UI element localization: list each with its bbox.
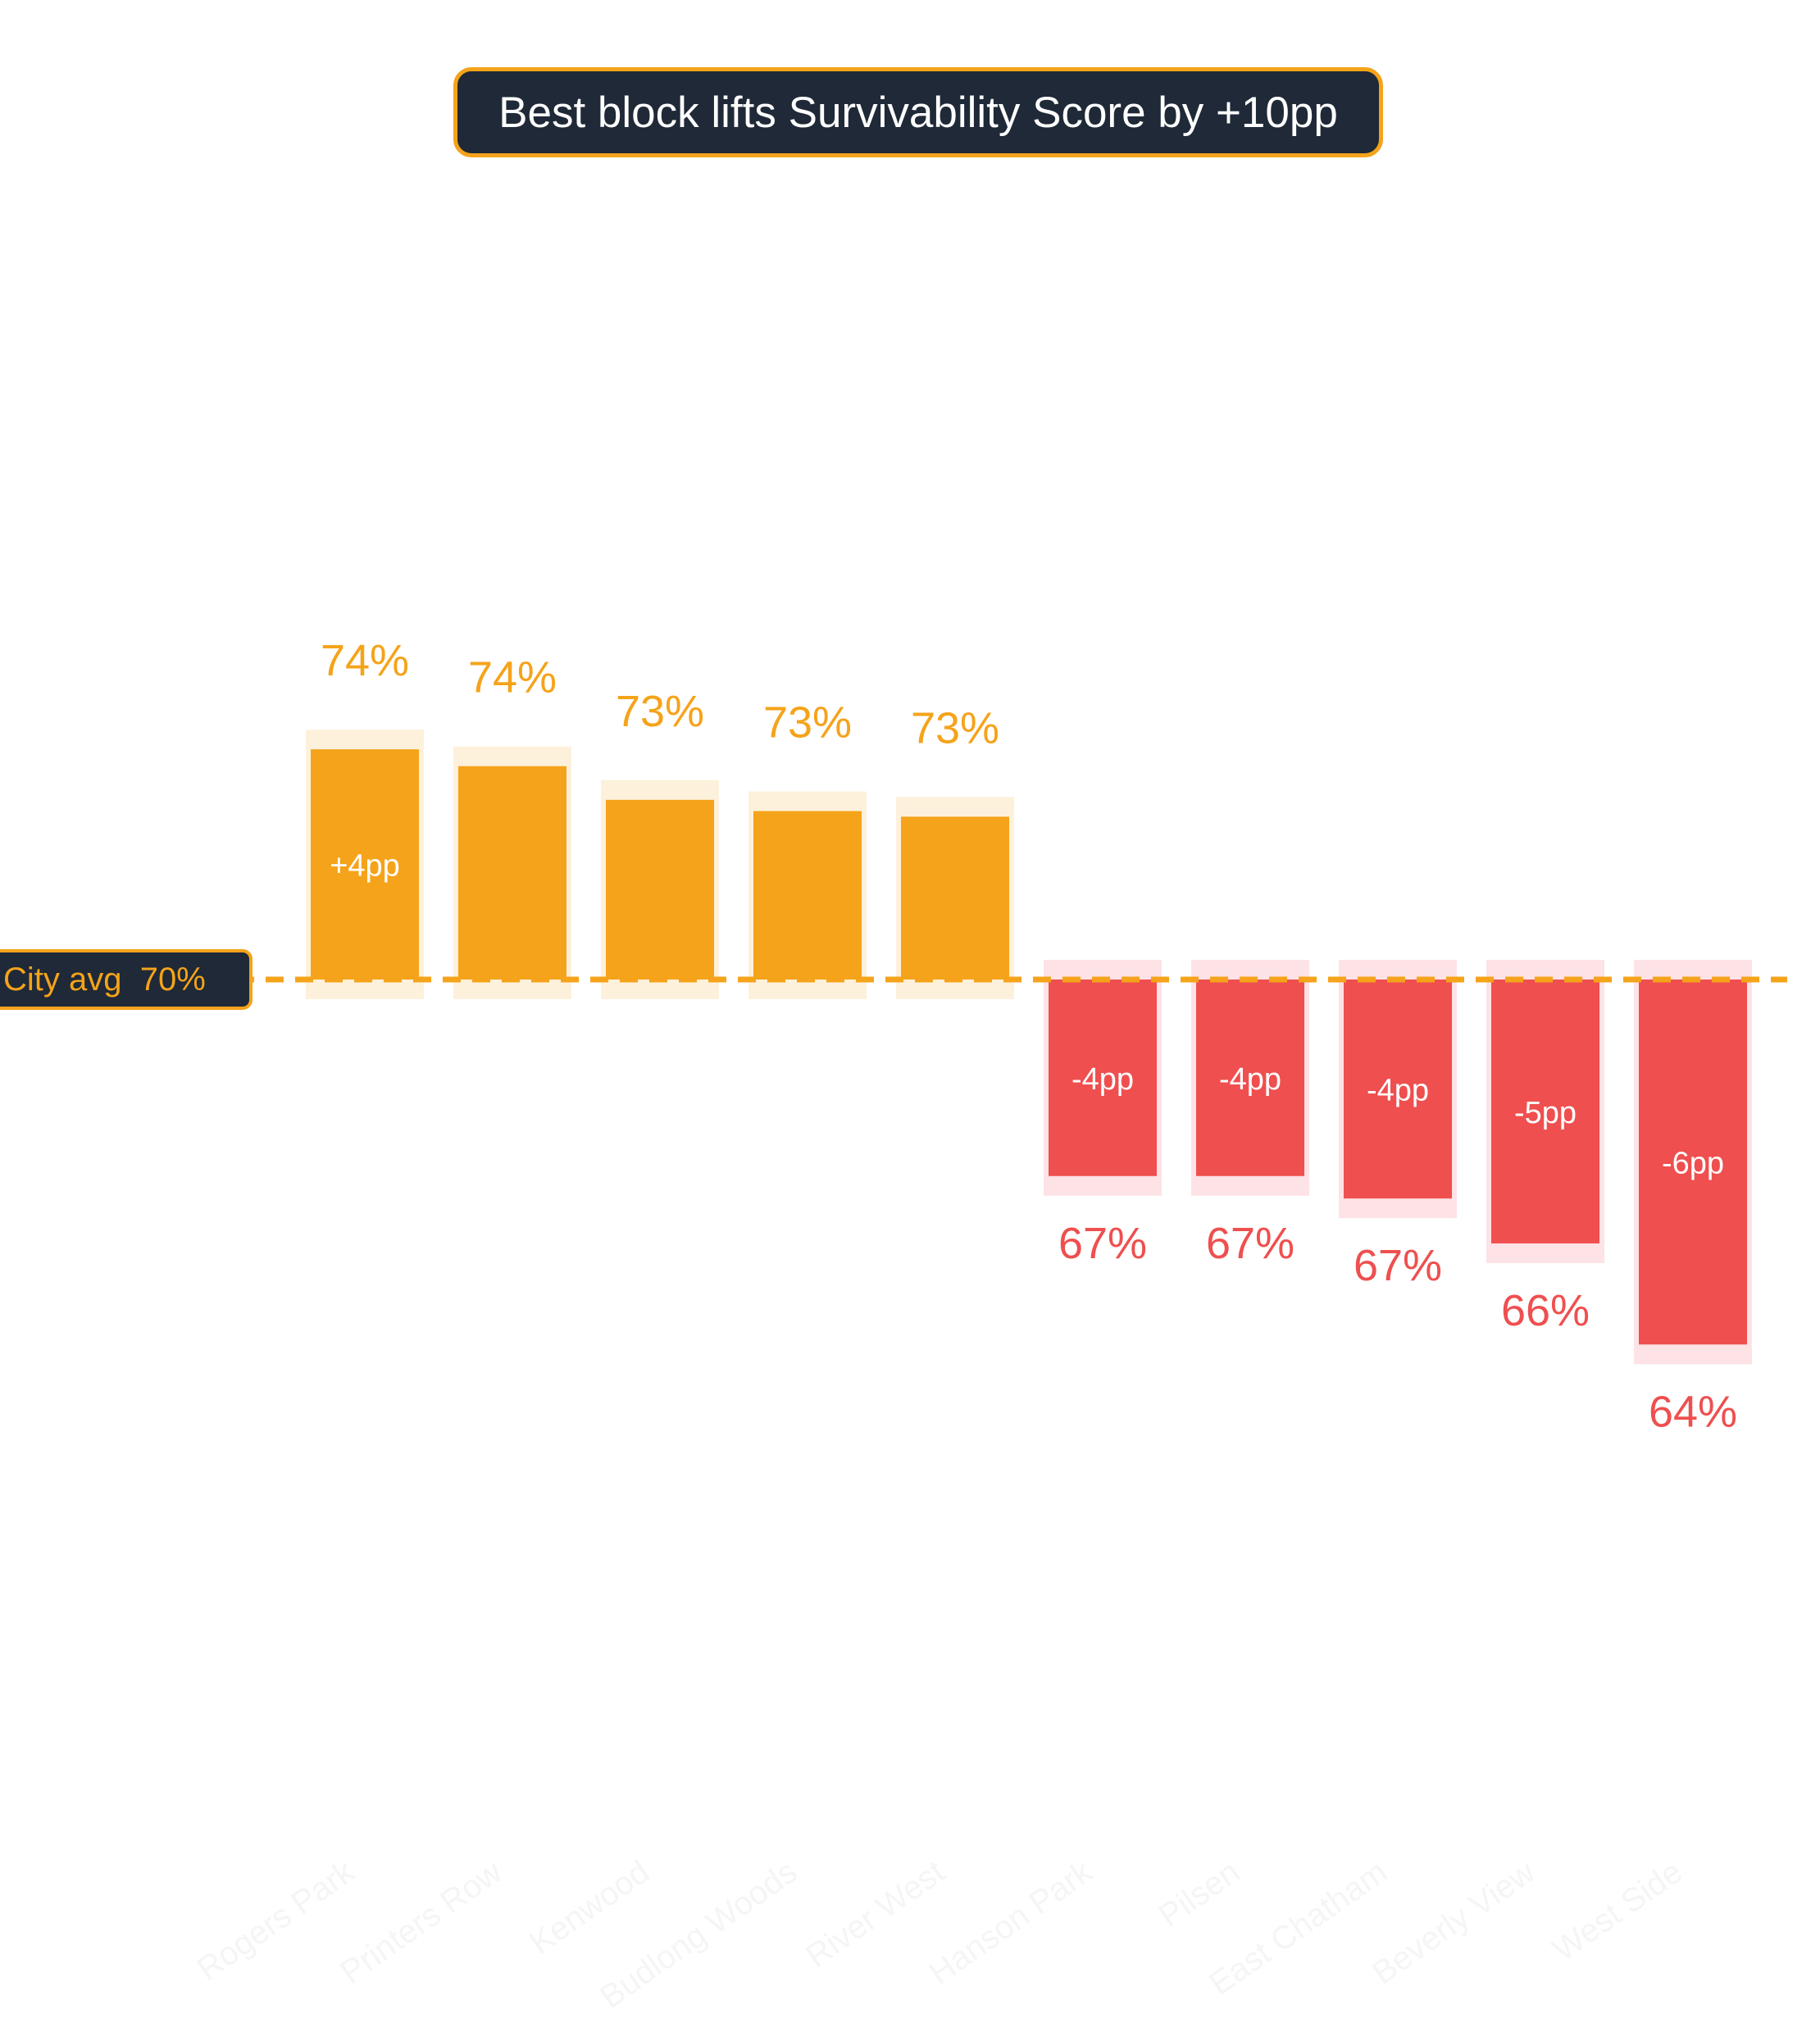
bar — [1344, 980, 1452, 1199]
value-label: 74% — [468, 653, 557, 702]
category-label: Pilsen — [1153, 1853, 1246, 1934]
category-label: Rogers Park — [191, 1853, 362, 1988]
value-label: 73% — [763, 698, 852, 748]
category-label: Hanson Park — [923, 1853, 1099, 1992]
category-label: Printers Row — [334, 1853, 508, 1990]
value-labels: 74% +4pp 74% 73% 73% 73% 67% -4pp 67% -4pp 67% -4pp… — [321, 636, 1737, 1436]
bar — [1491, 980, 1599, 1243]
value-label: 64% — [1649, 1387, 1737, 1436]
value-label: 73% — [616, 687, 704, 736]
category-label: River West — [799, 1853, 951, 1975]
bar — [458, 766, 566, 980]
value-label: 73% — [911, 703, 999, 752]
value-label: 67% — [1206, 1219, 1294, 1268]
delta-label: -4pp — [1367, 1074, 1429, 1108]
delta-label: -5pp — [1514, 1096, 1577, 1130]
category-label: West Side — [1546, 1853, 1689, 1968]
city-average-badge: City avg 70% — [0, 949, 253, 1010]
bar — [311, 749, 419, 980]
value-label: 67% — [1354, 1241, 1442, 1290]
bar — [1049, 980, 1157, 1176]
bar — [753, 811, 862, 980]
chart-title-box: Best block lifts Survivability Score by … — [453, 67, 1383, 157]
value-label: 66% — [1501, 1286, 1590, 1335]
chart-title: Best block lifts Survivability Score by … — [498, 88, 1338, 137]
city-average-label: City avg 70% — [3, 961, 206, 998]
value-label: 67% — [1058, 1219, 1147, 1268]
delta-label: -6pp — [1662, 1147, 1724, 1181]
category-label: Beverly View — [1366, 1853, 1541, 1991]
bar — [606, 799, 714, 980]
delta-label: -4pp — [1219, 1062, 1281, 1097]
bar — [1196, 980, 1304, 1176]
bar — [901, 816, 1009, 980]
delta-label: -4pp — [1072, 1062, 1134, 1097]
value-label: 74% — [321, 636, 409, 685]
delta-label: +4pp — [330, 849, 400, 884]
category-label: Kenwood — [523, 1853, 656, 1961]
bar — [1639, 980, 1747, 1345]
bars — [311, 749, 1747, 1345]
